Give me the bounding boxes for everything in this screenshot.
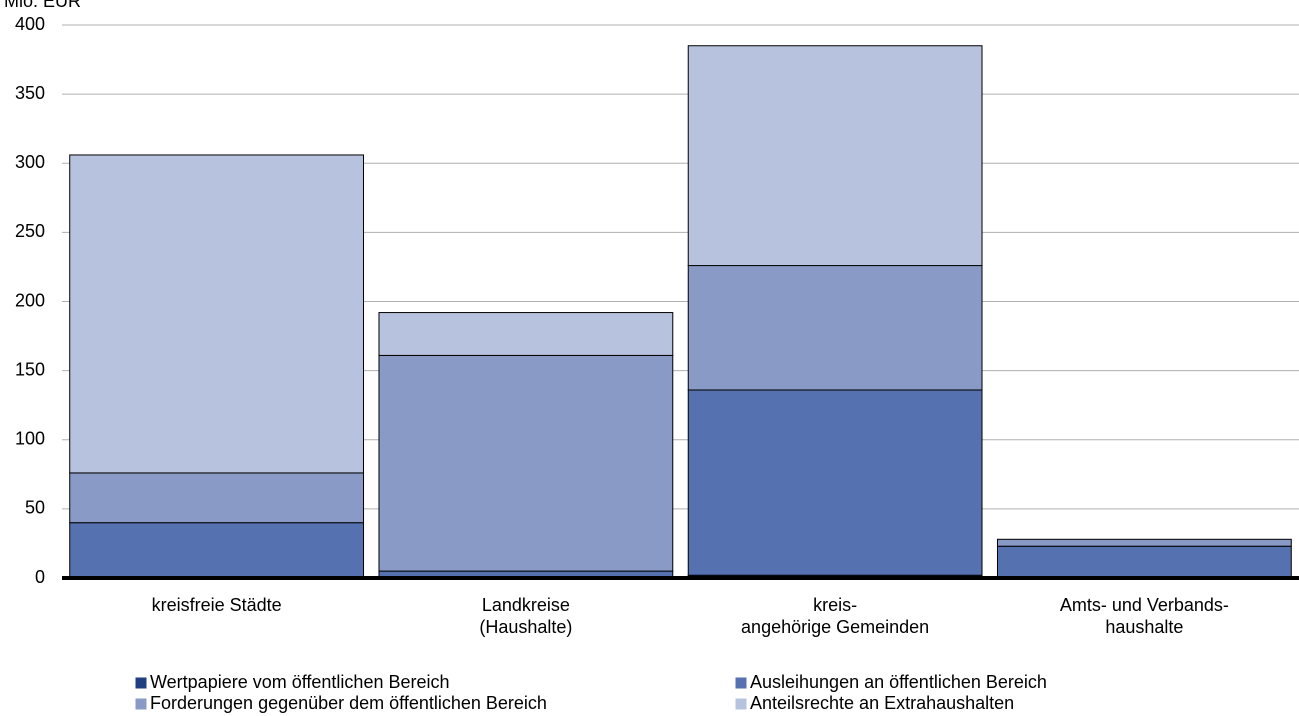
legend-label: Wertpapiere vom öffentlichen Bereich xyxy=(150,672,450,692)
x-tick-label: haushalte xyxy=(1105,617,1183,637)
x-tick-label: kreis- xyxy=(813,595,857,615)
bar-segment xyxy=(378,354,674,572)
x-tick-label: (Haushalte) xyxy=(479,617,572,637)
y-axis-label: Mio. EUR xyxy=(4,0,81,11)
bar-segment xyxy=(996,538,1292,547)
bar-segment xyxy=(69,472,365,524)
y-tick-label: 250 xyxy=(15,221,45,241)
y-tick-label: 150 xyxy=(15,359,45,379)
legend-label: Forderungen gegenüber dem öffentlichen B… xyxy=(150,693,547,713)
x-tick-label: Landkreise xyxy=(482,595,570,615)
y-tick-label: 0 xyxy=(35,567,45,587)
y-tick-label: 50 xyxy=(25,498,45,518)
y-tick-label: 350 xyxy=(15,83,45,103)
bar-segment xyxy=(69,522,365,578)
x-tick-label: angehörige Gemeinden xyxy=(741,617,929,637)
x-tick-label: kreisfreie Städte xyxy=(152,595,282,615)
legend-swatch xyxy=(734,697,748,711)
legend-swatch xyxy=(734,676,748,690)
bar-segment xyxy=(378,312,674,356)
legend-swatch xyxy=(134,697,148,711)
bar-segment xyxy=(687,45,983,267)
legend-label: Ausleihungen an öffentlichen Bereich xyxy=(750,672,1047,692)
bar-segment xyxy=(996,545,1292,579)
bar-segment xyxy=(687,389,983,576)
legend-label: Anteilsrechte an Extrahaushalten xyxy=(750,693,1014,713)
legend-swatch xyxy=(134,676,148,690)
bar-segment xyxy=(69,154,365,474)
y-tick-label: 400 xyxy=(15,14,45,34)
x-tick-label: Amts- und Verbands- xyxy=(1060,595,1229,615)
bar-segment xyxy=(378,570,674,578)
y-tick-label: 100 xyxy=(15,429,45,449)
y-tick-label: 300 xyxy=(15,152,45,172)
y-tick-label: 200 xyxy=(15,290,45,310)
bar-segment xyxy=(687,265,983,391)
